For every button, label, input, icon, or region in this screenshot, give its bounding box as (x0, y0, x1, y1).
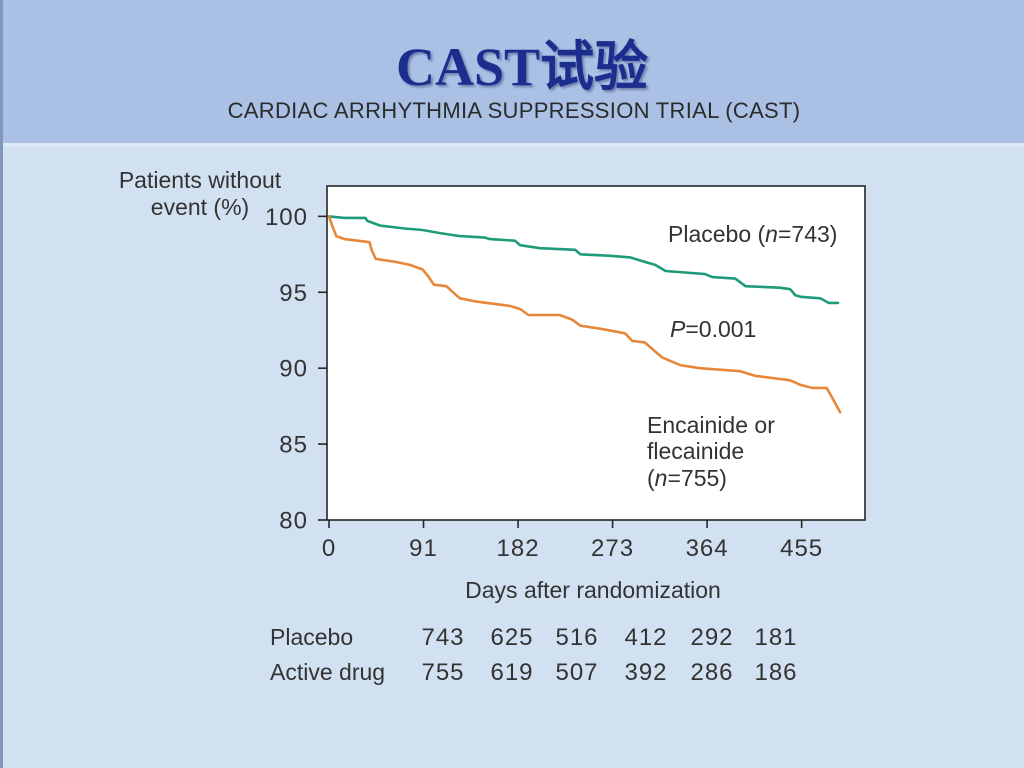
y-tick-label-85: 85 (279, 432, 308, 459)
placebo-survival-line (327, 215, 840, 305)
x-tick-label-0: 0 (322, 535, 336, 562)
plot-area (326, 185, 866, 521)
title-banner (0, 0, 1024, 147)
at-risk-row-label: Active drug (270, 659, 385, 685)
series-label-run: =755) (667, 465, 726, 491)
at-risk-cell: 743 (421, 624, 464, 651)
at-risk-cell: 292 (690, 624, 733, 651)
at-risk-cell: 507 (555, 659, 598, 686)
y-tick-label-90: 90 (279, 356, 308, 383)
p-value: =0.001 (685, 316, 756, 342)
slide-title: CAST试验 (395, 37, 649, 97)
series-label-run: =743) (778, 221, 837, 247)
p-value-annotation: P=0.001 (670, 316, 756, 342)
y-axis-ticks: 80 85 90 95 100 (265, 204, 327, 535)
at-risk-row-label: Placebo (270, 624, 353, 650)
series-label-run: ( (647, 465, 655, 491)
slide-left-edge (0, 0, 3, 768)
y-axis-label-line-1: Patients without (119, 167, 282, 193)
series-label-line: Encainide or (647, 412, 775, 438)
series-label-run: Placebo ( (668, 221, 766, 247)
x-tick-label-364: 364 (686, 535, 729, 562)
x-axis-label: Days after randomization (465, 577, 721, 603)
at-risk-cell: 392 (624, 659, 667, 686)
series-label-n: n (655, 465, 668, 491)
at-risk-cell: 619 (490, 659, 533, 686)
active-drug-series-label: Encainide or flecainide (n=755) (647, 412, 775, 491)
x-tick-label-182: 182 (497, 535, 540, 562)
placebo-series-label: Placebo (n=743) (668, 221, 837, 247)
series-label-n: n (765, 221, 778, 247)
x-tick-label-91: 91 (409, 535, 438, 562)
y-axis-label-line-2: event (%) (151, 194, 249, 220)
y-tick-label-80: 80 (279, 508, 308, 535)
at-risk-cell: 412 (624, 624, 667, 651)
active-drug-survival-line (327, 215, 842, 414)
at-risk-cell: 181 (754, 624, 797, 651)
at-risk-cell: 516 (555, 624, 598, 651)
number-at-risk-table: Placebo 743 625 516 412 292 181 Active drug 755 6… (270, 624, 797, 686)
x-tick-label-273: 273 (591, 535, 634, 562)
at-risk-cell: 286 (690, 659, 733, 686)
at-risk-cell: 625 (490, 624, 533, 651)
chart-title: CARDIAC ARRHYTHMIA SUPPRESSION TRIAL (CA… (227, 98, 801, 123)
y-tick-label-100: 100 (265, 204, 308, 231)
p-symbol: P (670, 316, 686, 342)
x-axis-ticks: 0 91 182 273 364 455 (322, 520, 823, 562)
series-label-line: flecainide (647, 438, 744, 464)
at-risk-cell: 186 (754, 659, 797, 686)
series-label-line: (n=755) (647, 465, 727, 491)
x-tick-label-455: 455 (780, 535, 823, 562)
at-risk-cell: 755 (421, 659, 464, 686)
y-tick-label-95: 95 (279, 280, 308, 307)
